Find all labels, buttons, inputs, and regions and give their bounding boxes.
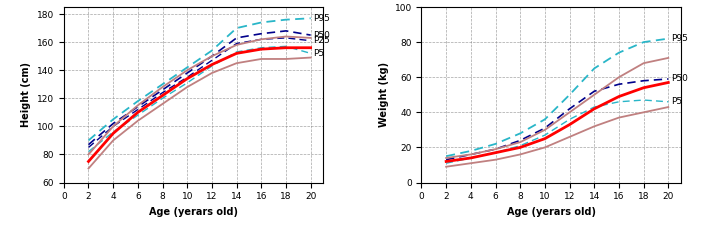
- Text: P5: P5: [313, 49, 324, 58]
- Text: P25: P25: [313, 36, 330, 45]
- Y-axis label: Weight (kg): Weight (kg): [379, 62, 389, 127]
- Text: P95: P95: [313, 14, 330, 23]
- Text: P5: P5: [671, 97, 682, 106]
- Text: P50: P50: [671, 74, 688, 84]
- Text: P95: P95: [671, 34, 688, 43]
- Text: P50: P50: [313, 31, 330, 40]
- X-axis label: Age (yerars old): Age (yerars old): [149, 207, 238, 217]
- Y-axis label: Height (cm): Height (cm): [21, 62, 31, 127]
- X-axis label: Age (yerars old): Age (yerars old): [506, 207, 596, 217]
